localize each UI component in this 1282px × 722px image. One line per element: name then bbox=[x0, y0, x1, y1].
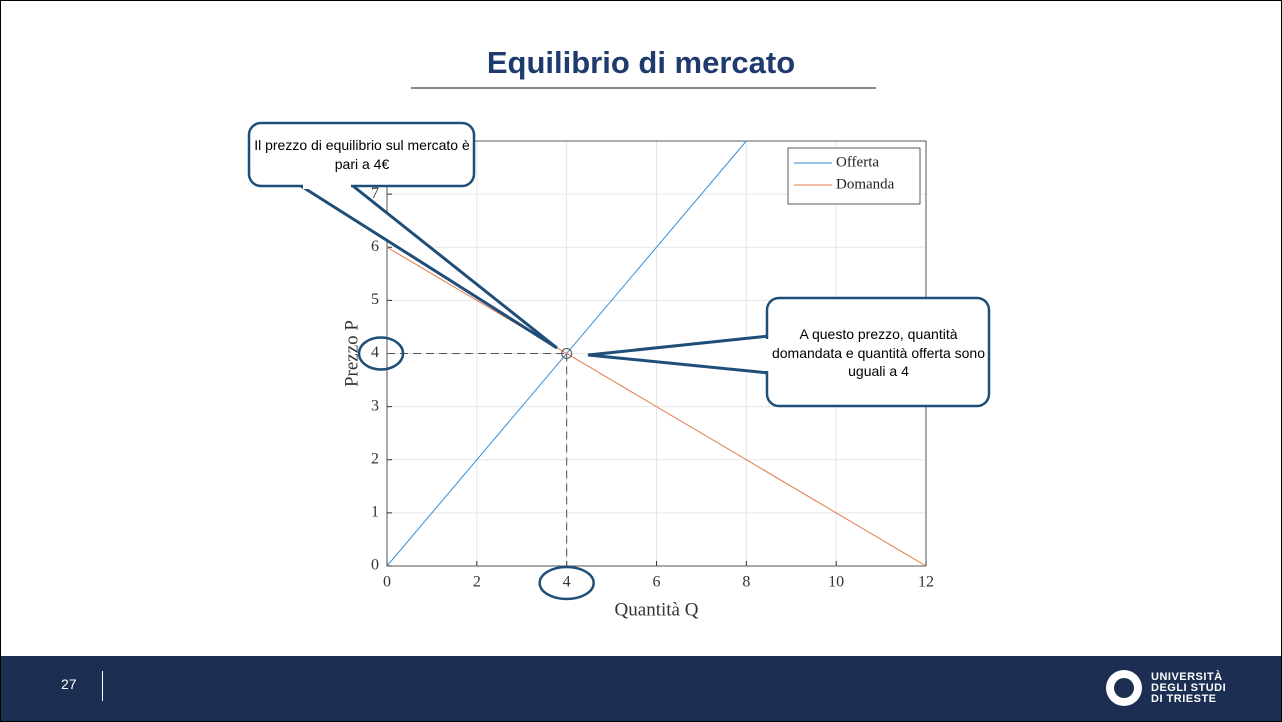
callout-pointer bbox=[300, 184, 558, 350]
highlight bbox=[357, 336, 405, 371]
callout-text: Il prezzo di equilibrio sul mercato è pa… bbox=[254, 137, 470, 172]
x-tick-label: 4 bbox=[563, 574, 571, 591]
y-tick-label: 1 bbox=[371, 504, 379, 521]
x-tick-label: 0 bbox=[383, 574, 391, 591]
logo-line: UNIVERSITÀ bbox=[1151, 671, 1223, 683]
legend-label: Domanda bbox=[836, 176, 895, 192]
logo-line: DEGLI STUDI bbox=[1151, 682, 1227, 694]
y-tick-label: 4 bbox=[371, 344, 379, 361]
logo-line: DI TRIESTE bbox=[1151, 693, 1217, 705]
y-tick-label: 2 bbox=[371, 450, 379, 467]
legend-label: Offerta bbox=[836, 154, 879, 170]
equilibrium-point bbox=[561, 348, 573, 359]
callout-box bbox=[247, 121, 476, 188]
slide-title: Equilibrio di mercato bbox=[486, 45, 796, 80]
callout-cover bbox=[303, 181, 351, 189]
x-tick-label: 8 bbox=[742, 574, 750, 591]
callout-cover bbox=[763, 339, 771, 371]
logo-seal bbox=[1106, 670, 1142, 706]
x-tick-label: 6 bbox=[653, 574, 661, 591]
callout-pointer bbox=[587, 334, 770, 375]
x-tick-label: 2 bbox=[473, 574, 481, 591]
series-line bbox=[386, 246, 927, 567]
x-tick-label: 12 bbox=[918, 574, 934, 591]
y-tick-label: 3 bbox=[371, 397, 379, 414]
x-axis-label: Quantità Q bbox=[615, 599, 699, 620]
y-axis-label: Prezzo P bbox=[341, 320, 362, 387]
y-tick-label: 6 bbox=[371, 238, 379, 255]
y-tick-label: 5 bbox=[371, 291, 379, 308]
callout-text: A questo prezzo, quantità domandata e qu… bbox=[771, 325, 985, 380]
separator bbox=[102, 671, 103, 701]
y-tick-label: 0 bbox=[371, 557, 379, 574]
footer: 27 UNIVERSITÀ DEGLI STUDI DI TRIESTE bbox=[1, 656, 1281, 721]
page-number: 27 bbox=[61, 676, 77, 692]
logo-text: UNIVERSITÀ DEGLI STUDI DI TRIESTE bbox=[1151, 672, 1226, 705]
legend-box bbox=[787, 147, 921, 205]
highlight bbox=[538, 565, 595, 601]
y-tick-label: 7 bbox=[371, 185, 379, 202]
x-tick-label: 10 bbox=[828, 574, 844, 591]
